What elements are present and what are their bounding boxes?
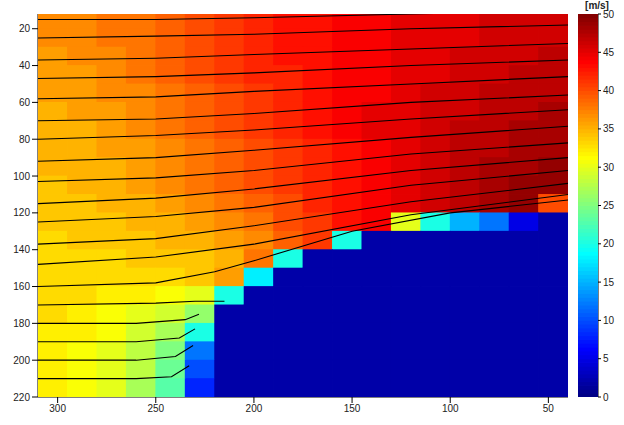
svg-text:120: 120 <box>13 207 30 218</box>
svg-text:30: 30 <box>603 162 615 173</box>
html-text:[m/s]: [m/s] <box>585 0 609 11</box>
svg-text:150: 150 <box>344 403 361 414</box>
svg-text:100: 100 <box>442 403 459 414</box>
svg-text:5: 5 <box>603 353 609 364</box>
svg-text:20: 20 <box>19 23 31 34</box>
svg-text:45: 45 <box>603 47 615 58</box>
svg-text:10: 10 <box>603 315 615 326</box>
svg-text:140: 140 <box>13 244 30 255</box>
svg-text:40: 40 <box>603 85 615 96</box>
svg-text:50: 50 <box>543 403 555 414</box>
svg-text:220: 220 <box>13 392 30 403</box>
svg-text:100: 100 <box>13 171 30 182</box>
svg-text:300: 300 <box>49 403 66 414</box>
svg-text:0: 0 <box>603 392 609 403</box>
svg-text:160: 160 <box>13 281 30 292</box>
svg-text:20: 20 <box>603 238 615 249</box>
svg-text:35: 35 <box>603 123 615 134</box>
svg-text:250: 250 <box>147 403 164 414</box>
svg-text:15: 15 <box>603 277 615 288</box>
svg-text:60: 60 <box>19 97 31 108</box>
svg-text:25: 25 <box>603 200 615 211</box>
svg-text:200: 200 <box>13 355 30 366</box>
svg-text:200: 200 <box>246 403 263 414</box>
svg-text:80: 80 <box>19 134 31 145</box>
svg-text:180: 180 <box>13 318 30 329</box>
svg-text:50: 50 <box>603 8 615 20</box>
svg-text:40: 40 <box>19 60 31 71</box>
